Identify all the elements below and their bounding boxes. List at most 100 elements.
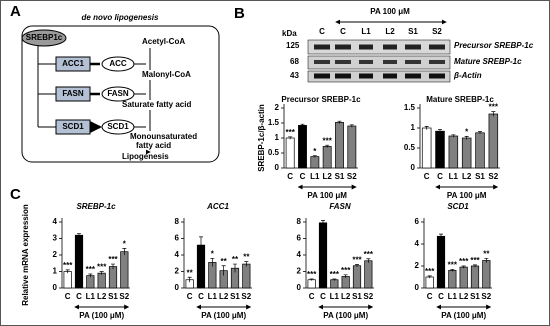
x-tick-label: C	[187, 292, 193, 301]
error-bar	[312, 155, 317, 158]
significance: *	[123, 240, 127, 249]
y-tick-label: 6	[175, 234, 180, 243]
significance: **	[221, 257, 228, 266]
y-tick-label: 0	[415, 283, 420, 292]
y-tick-label: 4	[415, 239, 420, 248]
lane: L1	[361, 27, 371, 36]
panel-label: C	[10, 186, 21, 203]
error-bar	[288, 136, 293, 140]
band-label: Precursor SREBP-1c	[454, 41, 534, 50]
enzyme: ACC	[109, 59, 127, 68]
x-tick-label: S2	[347, 172, 357, 181]
error-bar	[464, 136, 469, 140]
bar	[488, 113, 499, 169]
metabolite: fatty acid	[136, 141, 171, 150]
x-tick-label: L2	[97, 292, 107, 301]
x-tick-label: L1	[86, 292, 96, 301]
x-tick-label: L2	[219, 292, 229, 301]
blot-strip	[307, 70, 451, 83]
bar	[461, 137, 472, 169]
bar	[421, 127, 432, 169]
bar	[242, 263, 251, 289]
significance: **	[483, 249, 490, 258]
bar	[285, 137, 295, 169]
y-tick-label: 2	[53, 250, 58, 259]
y-tick-label: 8	[175, 217, 180, 226]
western-blot: PA 100 μM kDa C C L1 L2 S1 S2 125 68 43 …	[282, 7, 534, 83]
x-tick-label: S2	[119, 292, 129, 301]
x-tick-label: C	[287, 172, 293, 181]
y-tick-label: 0.5	[404, 143, 416, 152]
blot-strip	[307, 39, 451, 55]
significance: ***	[448, 260, 458, 269]
error-bar	[424, 126, 429, 130]
x-tick-label: L2	[322, 172, 332, 181]
y-tick-label: 0	[411, 163, 416, 172]
enzyme: FASN	[107, 89, 129, 98]
y-tick-label: 1	[411, 123, 416, 132]
x-tick-label: L1	[208, 292, 218, 301]
bar	[459, 266, 468, 289]
x-tick-label: C	[437, 172, 443, 181]
significance: ***	[352, 256, 362, 265]
y-tick-label: 4	[297, 250, 302, 259]
bar	[470, 265, 480, 289]
error-bar	[337, 120, 342, 124]
band-label: β-Actin	[453, 71, 482, 80]
error-bar	[484, 257, 489, 263]
error-bar	[450, 268, 455, 272]
significance: *	[465, 128, 469, 137]
error-bar	[349, 124, 354, 128]
x-tick-label: L1	[449, 172, 459, 181]
y-tick-label: 0	[175, 283, 180, 292]
chart-title: ACC1	[206, 202, 229, 211]
y-tick-label: 0	[53, 283, 58, 292]
bar	[347, 125, 357, 169]
regulator: SREBP1c	[26, 33, 63, 42]
metabolite: Acetyl-CoA	[142, 37, 185, 46]
bar	[448, 135, 459, 169]
cell-box	[21, 25, 220, 163]
metabolite: Saturate fatty acid	[122, 100, 191, 109]
error-bar	[451, 134, 456, 138]
y-tick-label: 0.5	[268, 148, 280, 157]
treatment: PA 100 μM	[370, 7, 410, 16]
significance: ***	[489, 103, 499, 112]
y-tick-label: 6	[297, 234, 302, 243]
diagram-title: de novo lipogenesis	[82, 13, 159, 22]
error-bar	[332, 278, 337, 281]
y-tick-label: 3	[53, 234, 58, 243]
gene: ACC1	[62, 59, 84, 68]
chart-title: Precursor SREBP-1c	[281, 95, 361, 104]
y-tick-label: 1	[53, 267, 58, 276]
bar	[352, 265, 362, 289]
significance: ***	[330, 270, 340, 279]
error-bar	[99, 271, 104, 275]
bar	[298, 125, 307, 169]
significance: *	[211, 249, 215, 258]
significance: ***	[86, 265, 96, 274]
significance: **	[232, 255, 239, 264]
bar	[341, 276, 350, 289]
error-bar	[187, 276, 192, 283]
bar	[74, 234, 84, 289]
y-tick-label: 4	[53, 217, 58, 226]
charts: Precursor SREBP-1c 0 0.5 1 1.5 2 SREBP-1c/β-ac…	[21, 95, 500, 320]
x-tick-label: L1	[330, 292, 340, 301]
lane: L2	[385, 27, 395, 36]
panel-label: A	[10, 3, 21, 20]
error-bar	[473, 264, 477, 268]
marker: 68	[290, 57, 299, 66]
bar	[108, 266, 118, 289]
lane: S1	[408, 27, 418, 36]
y-tick-label: 1.5	[404, 103, 416, 112]
significance: ***	[97, 263, 107, 272]
chart-title: Mature SREBP-1c	[426, 95, 494, 104]
error-bar	[461, 265, 466, 269]
significance: ***	[425, 267, 435, 276]
x-tick-label: C	[438, 292, 444, 301]
bar	[322, 146, 332, 169]
bar	[425, 276, 434, 289]
